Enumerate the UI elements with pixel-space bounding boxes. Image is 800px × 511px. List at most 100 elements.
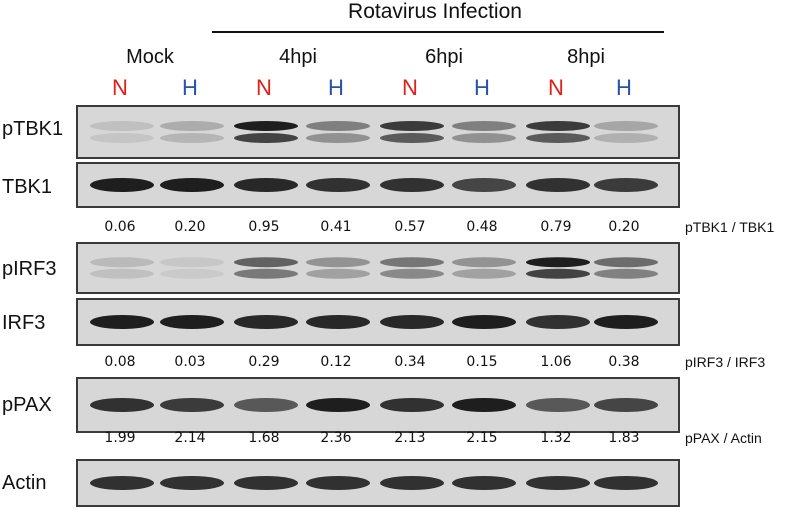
blot-band [594, 257, 658, 268]
blot-band [160, 268, 224, 279]
blot-band [90, 398, 154, 412]
blot-band [306, 476, 370, 490]
blot-band [306, 398, 370, 412]
ratio-value: 0.12 [320, 354, 352, 370]
blot-band [234, 398, 298, 412]
blot-label-actin: Actin [2, 472, 47, 494]
lane-label: H [328, 75, 344, 100]
blot-label-tbk1: TBK1 [2, 176, 53, 198]
blot-band [452, 476, 516, 490]
blot-band [594, 476, 658, 490]
ratio-value: 2.15 [466, 430, 498, 446]
ratio-value: 0.20 [608, 219, 640, 235]
ratio-value: 2.36 [320, 430, 352, 446]
blot-band [234, 121, 298, 131]
blot-band [90, 121, 154, 131]
blot-panel-ppax [76, 377, 680, 433]
ratio-value: 0.20 [174, 219, 206, 235]
blot-band [306, 133, 370, 143]
blot-label-ptbk1: pTBK1 [2, 118, 64, 140]
blot-panel-actin [76, 459, 680, 507]
blot-band [306, 257, 370, 268]
blot-band [90, 178, 154, 192]
blot-band [380, 257, 444, 268]
ratio-value: 1.32 [540, 430, 572, 446]
blot-band [452, 268, 516, 279]
blot-image-actin [78, 461, 678, 505]
blot-band [526, 257, 590, 268]
blot-band [90, 268, 154, 279]
ratio-value: 1.06 [540, 354, 572, 370]
blot-band [594, 315, 658, 329]
ratio-value: 1.83 [608, 430, 640, 446]
lane-label: N [548, 75, 564, 100]
blot-band [160, 476, 224, 490]
ratio-value: 2.14 [174, 430, 206, 446]
ratio-value: 0.15 [466, 354, 498, 370]
lane-label: N [402, 75, 418, 100]
blot-band [526, 268, 590, 279]
blot-band [526, 315, 590, 329]
group-label-4hpi: 4hpi [279, 46, 317, 68]
blot-band [160, 121, 224, 131]
ratio-value: 0.57 [394, 219, 426, 235]
blot-band [526, 133, 590, 143]
lane-label: N [256, 75, 272, 100]
blot-band [594, 133, 658, 143]
blot-band [160, 133, 224, 143]
blot-band [452, 121, 516, 131]
blot-image-ppax [78, 379, 678, 431]
group-label-mock: Mock [126, 46, 174, 68]
blot-image-pirf3 [78, 244, 678, 292]
blot-band [90, 257, 154, 268]
ratio-value: 0.48 [466, 219, 498, 235]
blot-band [234, 476, 298, 490]
infection-title: Rotavirus Infection [348, 0, 522, 23]
blot-band [380, 398, 444, 412]
blot-band [380, 315, 444, 329]
blot-band [526, 476, 590, 490]
blot-band [452, 178, 516, 192]
blot-panel-tbk1 [76, 162, 680, 208]
blot-background [78, 107, 678, 157]
blot-band [526, 398, 590, 412]
blot-band [234, 268, 298, 279]
ratio-value: 1.68 [248, 430, 280, 446]
lane-label: H [474, 75, 490, 100]
ratio-label-pirf3-irf3: pIRF3 / IRF3 [685, 354, 766, 370]
ratio-value: 2.13 [394, 430, 426, 446]
ratio-label-ppax-actin: pPAX / Actin [685, 430, 762, 446]
blot-band [594, 178, 658, 192]
blot-label-ppax: pPAX [2, 394, 52, 416]
blot-band [452, 315, 516, 329]
ratio-value: 1.99 [104, 430, 136, 446]
blot-band [452, 257, 516, 268]
blot-band [380, 476, 444, 490]
lane-label: H [182, 75, 198, 100]
blot-band [160, 398, 224, 412]
blot-band [526, 121, 590, 131]
blot-band [234, 315, 298, 329]
group-label-6hpi: 6hpi [425, 46, 463, 68]
blot-label-irf3: IRF3 [2, 312, 46, 334]
ratio-value: 0.34 [394, 354, 426, 370]
blot-band [234, 257, 298, 268]
blot-band [234, 133, 298, 143]
blot-band [452, 133, 516, 143]
blot-background [78, 244, 678, 292]
ratio-value: 0.29 [248, 354, 280, 370]
group-label-8hpi: 8hpi [567, 46, 605, 68]
blot-label-pirf3: pIRF3 [2, 258, 57, 280]
blot-band [160, 178, 224, 192]
blot-band [306, 178, 370, 192]
blot-band [526, 178, 590, 192]
ratio-value: 0.06 [104, 219, 136, 235]
infection-bracket-line [212, 31, 664, 33]
blot-band [452, 398, 516, 412]
blot-image-irf3 [78, 300, 678, 344]
ratio-value: 0.03 [174, 354, 206, 370]
lane-label: H [616, 75, 632, 100]
blot-band [90, 476, 154, 490]
blot-band [90, 315, 154, 329]
